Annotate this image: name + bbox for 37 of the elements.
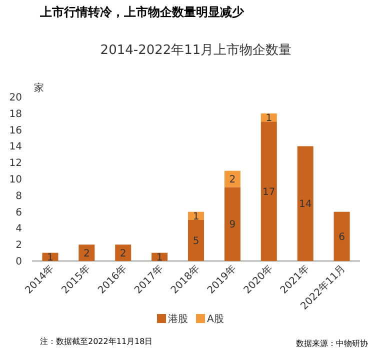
y-tick-label: 4 [16,224,22,235]
bar [188,220,204,261]
data-label: 5 [192,236,200,247]
y-tick-label: 20 [9,92,22,104]
data-label: 2 [120,248,126,260]
data-label: 17 [262,186,276,198]
y-tick-label: 16 [9,125,22,136]
bar [224,187,240,261]
y-tick-label: 12 [9,158,22,170]
data-label: 2 [83,248,90,260]
y-tick-label: 18 [9,108,22,120]
y-tick-label: 0 [16,256,22,268]
data-label: 1 [156,252,163,264]
data-label: 2 [229,174,236,186]
text: 注：数据截至2022年11月18日 [40,337,153,346]
legend-label: A股 [207,314,224,325]
bar [78,244,95,261]
bar [297,146,314,261]
data-label: 1 [47,252,54,264]
y-tick-label: 8 [16,190,22,202]
bar [260,122,277,261]
data-label: 9 [229,220,236,231]
data-label: 14 [298,199,312,210]
y-tick-label: 14 [9,142,22,153]
y-axis-title: 家 [34,82,44,94]
data-label: 6 [338,232,345,243]
chart-title: 上市行情转冷，上市物企数量明显减少 [39,5,245,19]
bar [115,244,132,261]
data-label: 1 [266,113,272,124]
bar [334,212,350,261]
legend-label: 港股 [168,313,188,325]
data-label: 1 [192,211,200,222]
chart-subtitle: 2014-2022年11月上市物企数量 [100,43,292,58]
source-note: 数据来源：中物研协 [296,339,368,348]
y-tick-label: 6 [16,207,22,218]
y-tick-label: 2 [16,240,22,252]
y-tick-label: 10 [9,174,22,186]
